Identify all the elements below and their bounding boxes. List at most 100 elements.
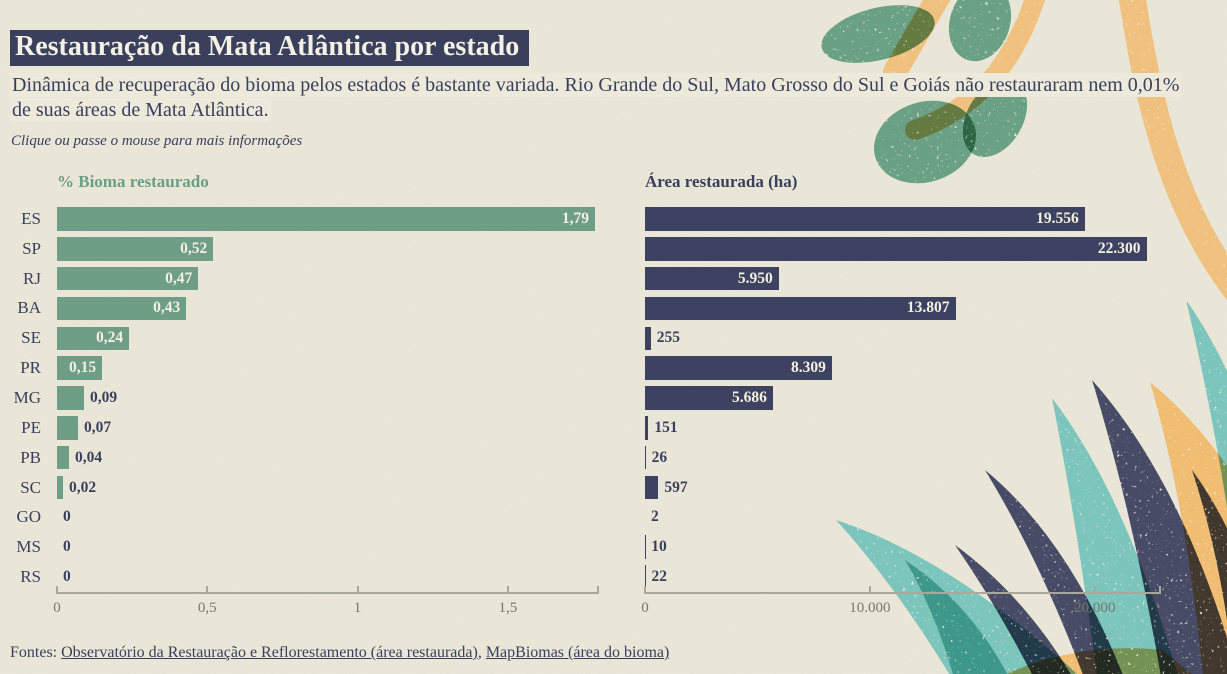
right-chart-title: Área restaurada (ha) (645, 172, 798, 191)
bar-MG[interactable]: 5.686 (645, 386, 773, 410)
bar-value-label: 255 (656, 329, 680, 347)
bar-value-label: 0 (63, 538, 71, 556)
bar-row: 0,02 (57, 473, 598, 503)
bar-row: 22 (645, 562, 1160, 592)
state-labels-column: ES SP RJ BA SE PR MG PE PB SC GO MS RS (0, 204, 41, 592)
bar-PB[interactable]: 0,04 (57, 445, 102, 470)
bar-row: 26 (645, 443, 1160, 473)
bar-value-label: 2 (651, 508, 659, 526)
axis-end-cap (597, 586, 599, 594)
state-label-PE: PE (21, 417, 41, 437)
source-separator: , (477, 644, 486, 661)
bar-MG[interactable]: 0,09 (57, 386, 117, 410)
bar-row: 0 (57, 562, 598, 592)
state-label-PB: PB (20, 447, 41, 467)
bar-value-label: 0,47 (165, 269, 193, 287)
axis-tick-label: 10.000 (849, 600, 891, 616)
bar-value-label: 0,09 (90, 388, 118, 406)
state-label-SP: SP (22, 238, 41, 258)
state-label-SE: SE (21, 328, 41, 348)
source-link-observatorio[interactable]: Observatório da Restauração e Refloresta… (61, 644, 478, 661)
bar-value-label: 0,24 (96, 329, 124, 347)
bar-value-label: 151 (654, 418, 678, 436)
bar-row: 0,04 (57, 443, 598, 473)
sources-footer: Fontes: Observatório da Restauração e Re… (10, 644, 669, 662)
bar-row: 151 (645, 413, 1160, 443)
bar-value-label: 0 (63, 508, 71, 526)
bar-value-label: 0 (63, 568, 71, 586)
axis-tick (206, 586, 209, 594)
axis-tick (356, 586, 359, 594)
bar-PR[interactable]: 0,15 (57, 356, 103, 380)
bar-row: 5.686 (645, 383, 1160, 413)
axis-tick-label: 0 (53, 600, 61, 616)
axis-tick-label: 20.000 (1074, 600, 1116, 616)
bar-value-label: 8.309 (790, 359, 826, 377)
bar-SC[interactable]: 0,02 (57, 475, 96, 500)
sources-label: Fontes: (10, 644, 58, 661)
axis-tick-label: 0,5 (197, 600, 217, 616)
x-axis: 0 10.000 20.000 (641, 586, 1161, 626)
bar-PR[interactable]: 8.309 (645, 356, 832, 380)
state-label-RS: RS (20, 567, 41, 587)
bar-value-label: 0,15 (68, 359, 97, 377)
bar-SP[interactable]: 0,52 (57, 237, 214, 261)
bar-SP[interactable]: 22.300 (645, 237, 1147, 261)
bar-SE[interactable]: 255 (645, 326, 680, 351)
source-link-mapbiomas[interactable]: MapBiomas (área do bioma) (485, 644, 670, 661)
bar-PB[interactable]: 26 (645, 445, 667, 470)
bar-value-label: 597 (664, 478, 688, 496)
bar-ES[interactable]: 19.556 (645, 207, 1085, 231)
bar-BA[interactable]: 13.807 (645, 296, 956, 321)
axis-tick-label: 1 (353, 600, 362, 616)
axis-tick-label: 0 (641, 600, 649, 616)
bar-SC[interactable]: 597 (645, 475, 688, 500)
percent-restored-chart: 1,79 0,52 0,47 0,43 0,24 0,15 0,09 0,07 0,04 0,02… (53, 204, 599, 634)
state-label-SC: SC (20, 477, 41, 497)
bar-value-label: 22.300 (1097, 239, 1141, 257)
axis-tick (1093, 586, 1096, 594)
bar-PE[interactable]: 0,07 (57, 416, 111, 440)
area-restored-chart: 19.556 22.300 5.950 13.807 255 8.309 5.686 151 2… (641, 204, 1161, 634)
bar-row: 1,79 (57, 204, 598, 234)
bar-row: 255 (645, 323, 1160, 353)
bar-value-label: 10 (651, 538, 667, 556)
bar-row: 5.950 (645, 264, 1160, 294)
bar-value-label: 0,04 (75, 448, 103, 466)
bar-BA[interactable]: 0,43 (57, 296, 187, 321)
bar-row: 0,43 (57, 294, 598, 324)
bar-row: 8.309 (645, 353, 1160, 383)
bar-row: 0,15 (57, 353, 598, 383)
bar-PE[interactable]: 151 (645, 416, 678, 440)
bar-row: 0,07 (57, 413, 598, 443)
bar-value-label: 5.950 (737, 269, 773, 287)
left-chart-title: % Bioma restaurado (57, 172, 209, 191)
state-label-MS: MS (16, 537, 41, 557)
bar-row: 2 (645, 502, 1160, 532)
axis-end-cap (1159, 586, 1161, 594)
bar-ES[interactable]: 1,79 (57, 207, 595, 231)
interaction-hint: Clique ou passe o mouse para mais inform… (11, 133, 303, 149)
bar-row: 0,47 (57, 264, 598, 294)
page-title: Restauração da Mata Atlântica por estado (10, 29, 530, 66)
bar-row: 0 (57, 532, 598, 562)
axis-tick-label: 1,5 (498, 600, 518, 616)
x-axis: 0 0,5 1 1,5 (53, 586, 599, 626)
bar-value-label: 0,07 (84, 418, 112, 436)
axis-tick (868, 586, 871, 594)
bar-SE[interactable]: 0,24 (57, 326, 130, 351)
axis-tick (56, 586, 58, 594)
state-label-MG: MG (13, 387, 41, 407)
bar-RJ[interactable]: 5.950 (645, 266, 779, 291)
bar-RJ[interactable]: 0,47 (57, 266, 199, 291)
state-label-RJ: RJ (23, 268, 41, 288)
bar-row: 0,09 (57, 383, 598, 413)
leaf-fan-icon (836, 300, 1227, 674)
bar-value-label: 13.807 (906, 299, 950, 317)
bar-value-label: 5.686 (731, 388, 767, 406)
bar-row: 0 (57, 502, 598, 532)
axis-tick (506, 586, 509, 594)
bar-value-label: 0,52 (180, 239, 208, 257)
